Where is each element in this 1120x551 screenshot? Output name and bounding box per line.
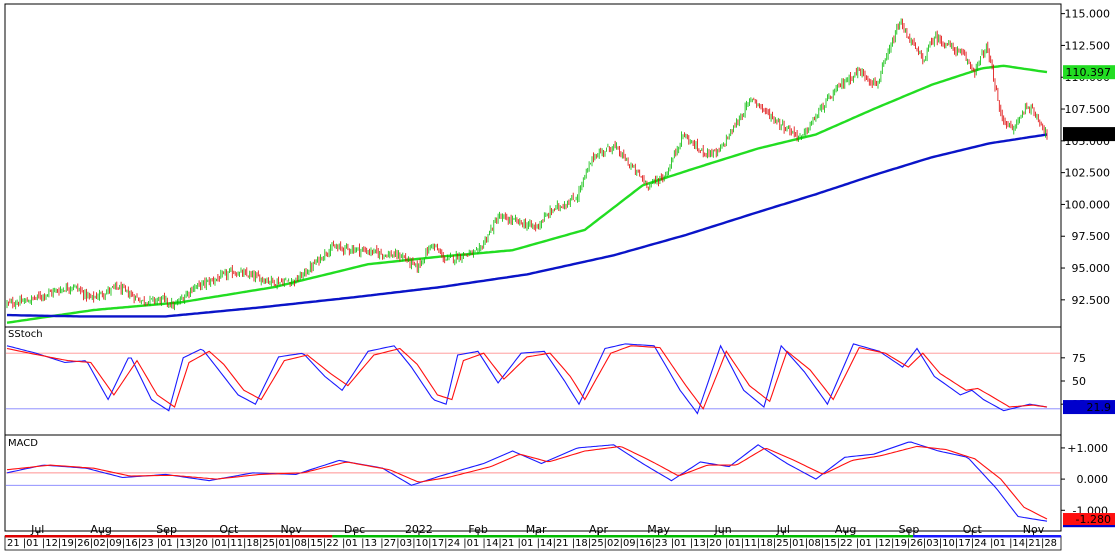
macd-series <box>6 441 1048 522</box>
price-axis: 115.000112.500110.000107.500105.000102.5… <box>1061 8 1110 307</box>
price-panel: 115.000112.500110.000107.500105.000102.5… <box>4 3 1115 328</box>
macd-value-text: -1.280 <box>1076 513 1111 526</box>
osc-tick-label: 75 <box>1072 352 1086 365</box>
time-bar-segment <box>913 535 1061 538</box>
macd-value-label-red: -1.280 <box>1063 513 1115 526</box>
price-labels: 110.397 105.530 <box>1063 65 1115 142</box>
month-label: Sep <box>899 523 920 536</box>
price-tick-label: 97.500 <box>1072 230 1111 243</box>
month-label: Aug <box>835 523 856 536</box>
month-label: Jul <box>776 523 790 536</box>
price-label-text: 110.397 <box>1066 66 1112 79</box>
osc-value-text: 21.9 <box>1087 401 1112 414</box>
time-bars <box>5 535 1061 538</box>
osc-value-label: 21.9 <box>1063 400 1115 415</box>
month-label: 2022 <box>405 523 433 536</box>
day-strip: 21 |01 |12|19|26|02|09|16|23 |01 |13|20 … <box>7 538 1057 549</box>
month-label: Feb <box>468 523 487 536</box>
price-tick-label: 95.000 <box>1072 262 1111 275</box>
price-label-text: 105.530 <box>1066 128 1112 141</box>
month-label: Apr <box>589 523 609 536</box>
month-label: Oct <box>219 523 239 536</box>
month-label: Nov <box>1023 523 1045 536</box>
signal-line <box>6 445 1048 520</box>
oscillator-labels: 21.9 <box>1063 400 1115 415</box>
price-label-green: 110.397 <box>1063 65 1115 80</box>
month-label: Nov <box>280 523 302 536</box>
price-tick-label: 115.000 <box>1065 8 1111 21</box>
oscillator-frame <box>4 326 1062 436</box>
macd-tick-label: 0.000 <box>1077 473 1109 486</box>
month-label: Jun <box>713 523 731 536</box>
price-label-box <box>1063 65 1115 80</box>
macd-labels: -1.350-1.280 <box>1063 513 1115 528</box>
month-label: Mar <box>526 523 547 536</box>
macd-value-box <box>1063 513 1115 526</box>
month-label: Jul <box>30 523 44 536</box>
price-tick-label: 100.000 <box>1065 198 1111 211</box>
month-label: May <box>647 523 670 536</box>
macd-frame <box>4 434 1062 532</box>
price-tick-label: 102.500 <box>1065 167 1111 180</box>
macd-title: MACD <box>8 438 38 449</box>
osc-tick-label: 50 <box>1072 375 1086 388</box>
oscillator-title: SStoch <box>8 329 43 340</box>
oscillator-series <box>6 343 1048 415</box>
candlestick-series <box>6 18 1048 311</box>
stoch-d-line <box>6 345 1048 410</box>
osc-value-box <box>1063 400 1115 415</box>
ma-blue-line <box>7 133 1048 318</box>
price-label-black: 105.530 <box>1063 127 1115 142</box>
month-label: Aug <box>90 523 111 536</box>
oscillator-panel: SStoch 755025 21.9 <box>4 326 1115 436</box>
time-axis: Jul Aug Sep Oct Nov Dec 2022 Feb Mar Apr May Jun Jul… <box>4 523 1062 551</box>
month-label: Dec <box>344 523 365 536</box>
month-label: Sep <box>156 523 177 536</box>
price-label-box <box>1063 127 1115 142</box>
stoch-k-line <box>6 343 1048 415</box>
macd-tick-label: +1.000 <box>1067 442 1108 455</box>
time-bar-segment <box>5 535 333 538</box>
time-bar-segment <box>332 535 914 538</box>
price-tick-label: 112.500 <box>1065 39 1111 52</box>
month-labels: Jul Aug Sep Oct Nov Dec 2022 Feb Mar Apr May Jun Jul… <box>30 523 1045 536</box>
month-label: Oct <box>963 523 983 536</box>
price-tick-label: 107.500 <box>1065 103 1111 116</box>
price-tick-label: 92.500 <box>1072 294 1111 307</box>
